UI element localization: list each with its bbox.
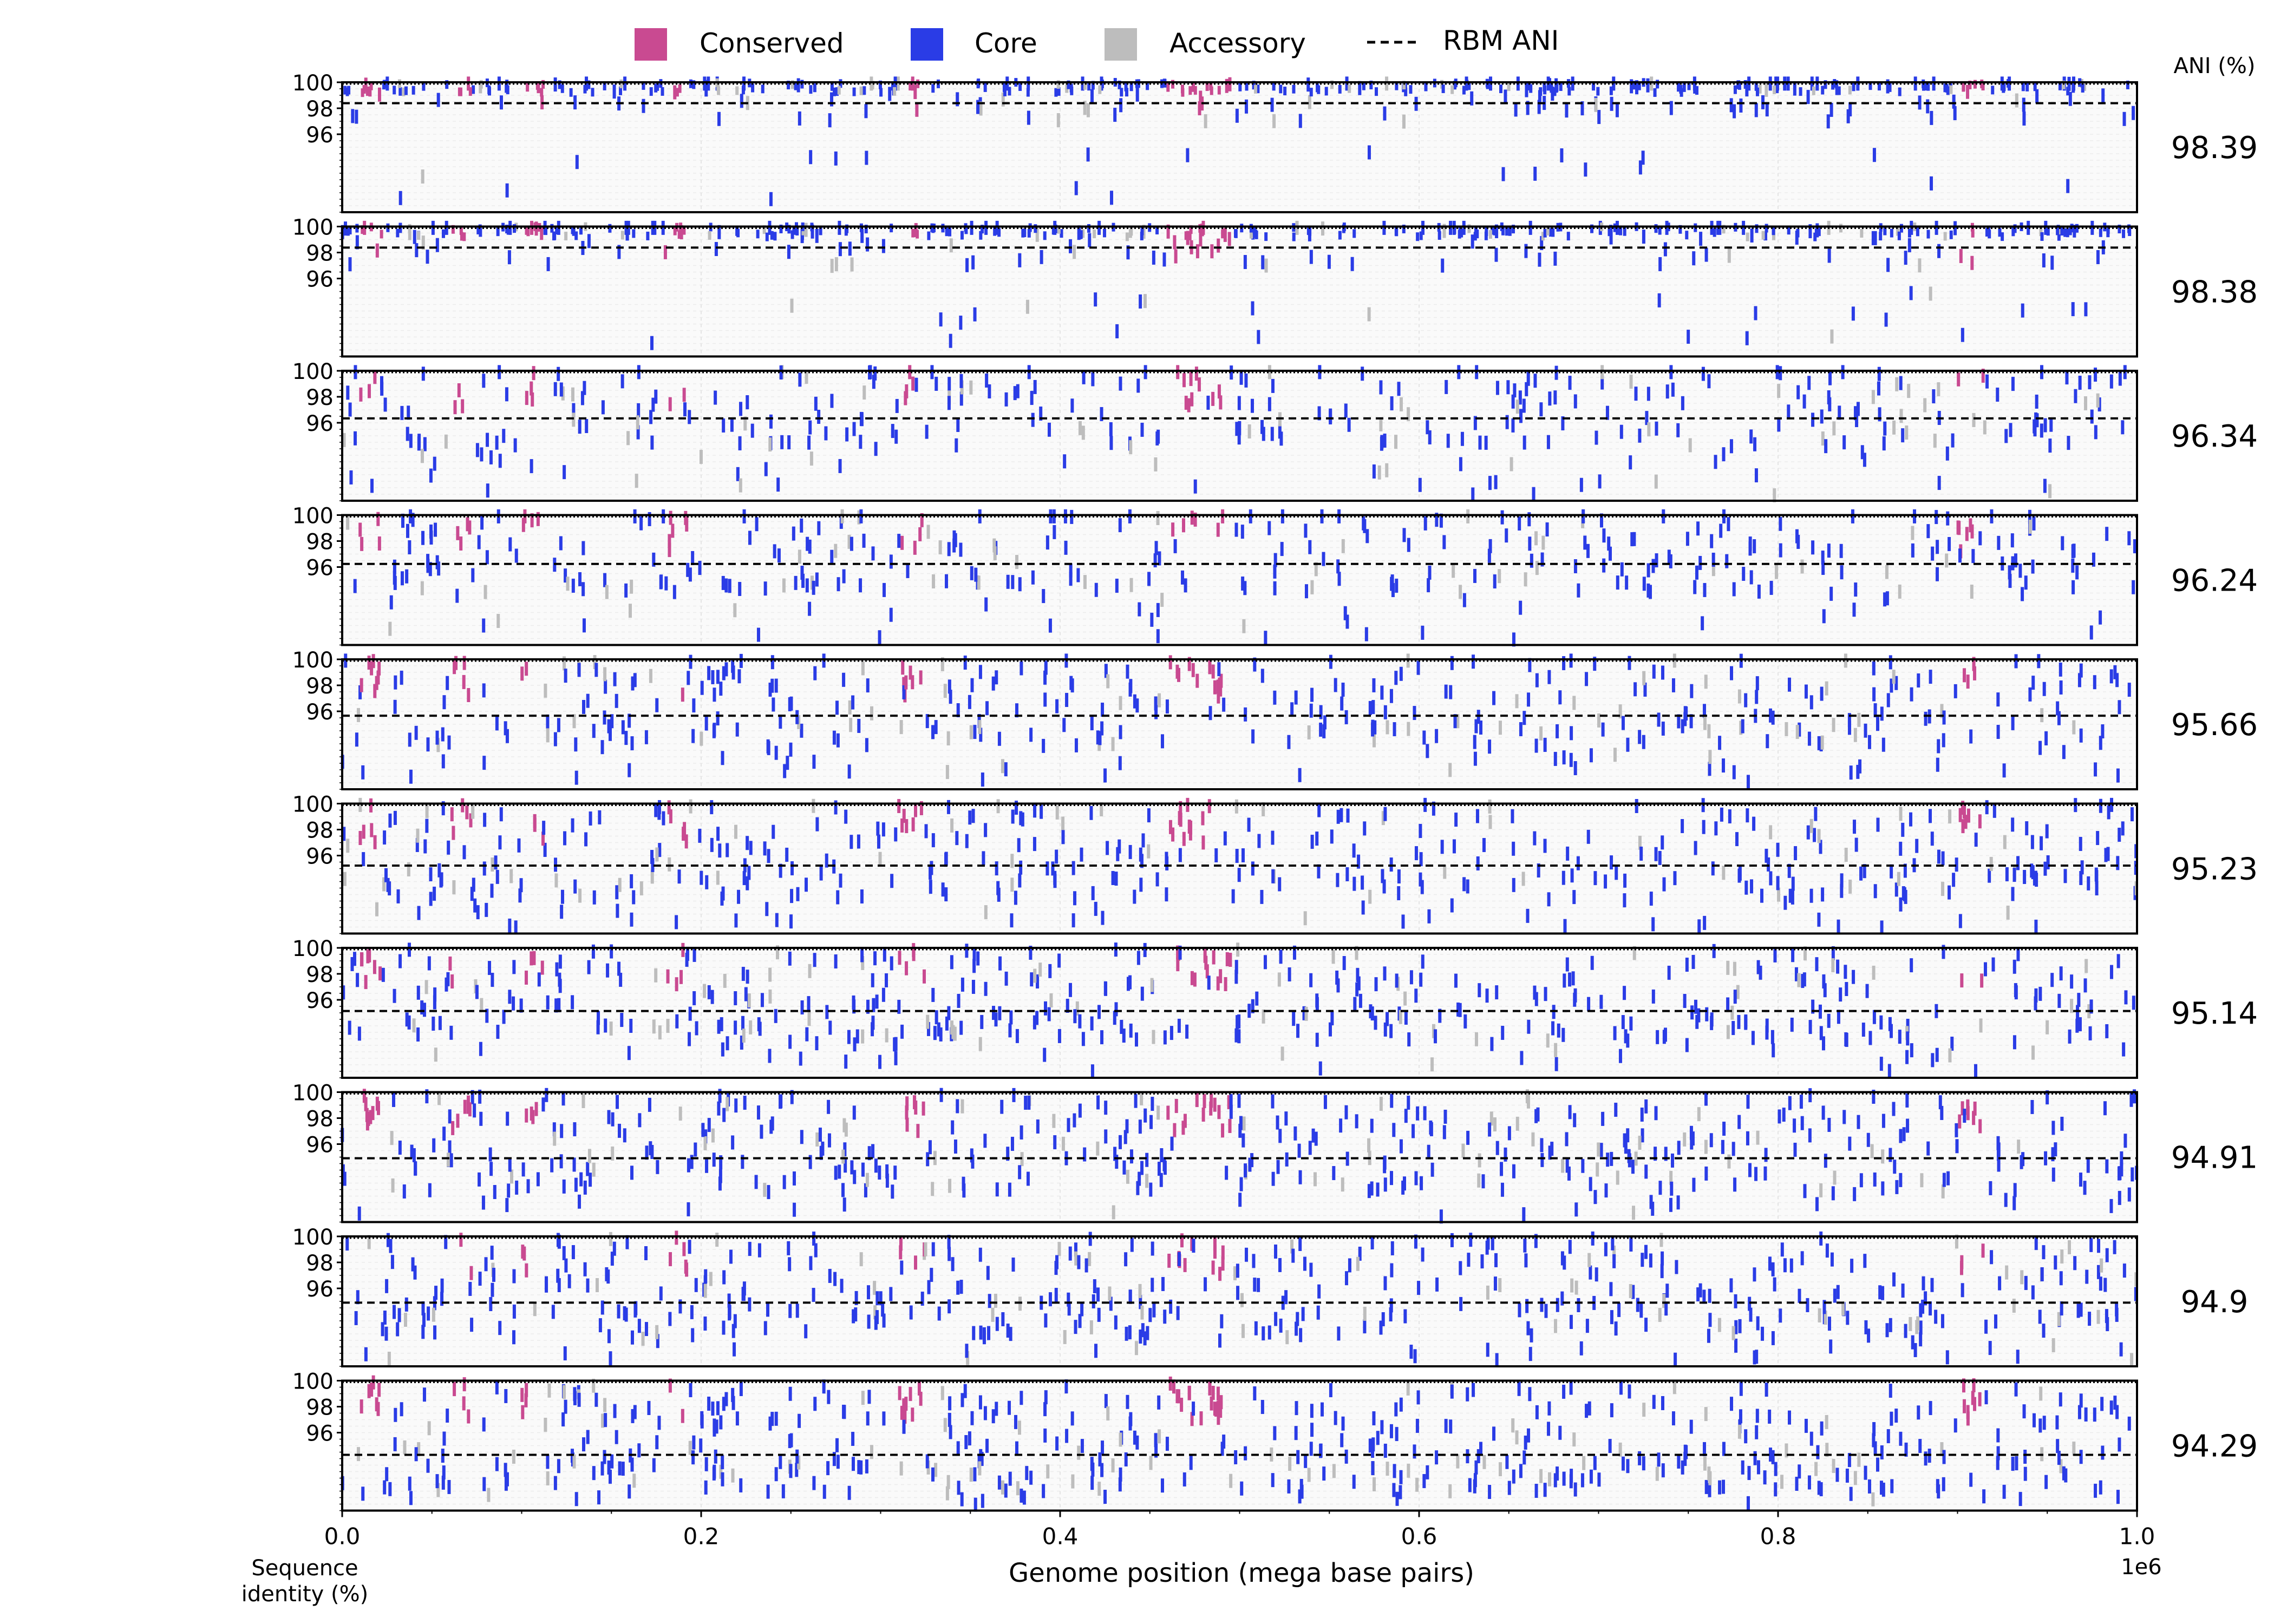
- y-tick-label: 96: [306, 844, 334, 869]
- y-tick-label: 96: [306, 1277, 334, 1302]
- y-tick-label: 98: [306, 530, 334, 555]
- y-tick-label: 96: [306, 411, 334, 436]
- y-tick-label: 98: [306, 1107, 334, 1132]
- y-tick-label: 96: [306, 267, 334, 292]
- y-tick-label: 96: [306, 1133, 334, 1158]
- legend-label-core: Core: [975, 28, 1037, 59]
- ani-value-label: 98.39: [2171, 130, 2258, 166]
- y-tick-label: 98: [306, 674, 334, 699]
- y-tick-label: 100: [292, 359, 334, 384]
- y-tick-label: 96: [306, 988, 334, 1013]
- y-tick-label: 98: [306, 97, 334, 122]
- y-tick-label: 98: [306, 241, 334, 266]
- y-tick-label: 98: [306, 962, 334, 987]
- ani-value-label: 95.66: [2171, 708, 2258, 743]
- ani-value-label: 96.34: [2171, 419, 2258, 454]
- y-tick-label: 100: [292, 71, 334, 96]
- y-tick-label: 98: [306, 818, 334, 843]
- legend-label-rbm-ani: RBM ANI: [1443, 25, 1559, 56]
- y-tick-label: 96: [306, 123, 334, 148]
- ani-value-label: 94.9: [2181, 1285, 2249, 1320]
- y-tick-label: 100: [292, 937, 334, 961]
- ani-column-header: ANI (%): [2173, 54, 2255, 78]
- ani-value-label: 94.91: [2171, 1141, 2258, 1176]
- panels: 969810098.39969810098.38969810096.349698…: [292, 71, 2258, 1512]
- legend-swatch-core: [911, 28, 943, 61]
- legend-swatch-accessory: [1105, 28, 1137, 61]
- y-tick-label: 96: [306, 556, 334, 581]
- y-tick-label: 100: [292, 1081, 334, 1106]
- y-tick-label: 100: [292, 215, 334, 240]
- y-tick-label: 100: [292, 504, 334, 529]
- ani-value-label: 95.14: [2171, 996, 2258, 1031]
- legend: Conserved Core Accessory RBM ANI: [635, 25, 1559, 61]
- y-tick-label: 98: [306, 1251, 334, 1276]
- y-tick-label: 100: [292, 648, 334, 673]
- ani-value-label: 96.24: [2171, 564, 2258, 599]
- y-tick-label: 98: [306, 385, 334, 410]
- y-tick-label: 100: [292, 1225, 334, 1250]
- y-tick-label: 100: [292, 793, 334, 817]
- y-tick-label: 96: [306, 700, 334, 725]
- legend-label-conserved: Conserved: [700, 28, 844, 59]
- ani-value-label: 95.23: [2171, 852, 2258, 887]
- legend-label-accessory: Accessory: [1169, 28, 1306, 59]
- legend-swatch-conserved: [635, 28, 667, 61]
- ani-value-label: 98.38: [2171, 275, 2258, 310]
